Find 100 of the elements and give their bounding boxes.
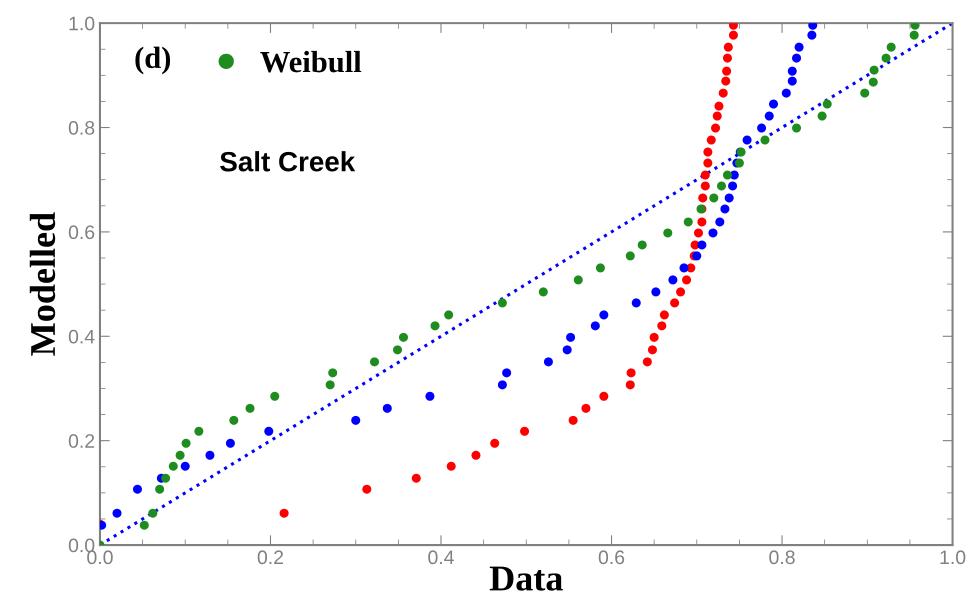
point [650,332,659,342]
point [718,88,728,98]
point [632,298,641,308]
point [112,508,122,518]
point [638,240,647,250]
point [351,416,360,425]
point [714,102,724,111]
point [626,380,635,390]
point [692,251,702,260]
point [568,416,578,425]
point [663,228,672,238]
point [709,193,718,202]
y-tick-label: 0.2 [68,434,94,448]
point [724,193,734,202]
point [742,136,752,145]
point [712,112,722,121]
point [205,450,214,460]
point [642,357,652,366]
point [155,484,164,494]
point [717,181,726,190]
y-tick-label: 0.6 [68,225,94,240]
point [581,404,590,413]
point [782,88,791,98]
point [393,345,402,354]
point [626,368,636,378]
point [599,392,608,401]
point [679,263,688,272]
point [868,78,878,87]
point [520,426,530,436]
point [764,112,774,121]
point [176,450,185,460]
point [370,357,379,366]
point [498,298,507,308]
point [194,426,204,436]
point [140,520,149,530]
point [229,416,238,425]
point [326,380,335,390]
point [703,148,712,157]
point [544,357,553,366]
point [132,484,142,494]
point [161,474,170,483]
point [711,124,720,133]
point [722,66,732,76]
point [697,217,706,226]
x-tick-label: 1.0 [940,550,966,564]
point [657,321,666,330]
point [722,54,732,63]
point [728,181,738,190]
point [870,66,879,75]
point [722,170,732,180]
point [703,158,712,168]
point [599,310,608,320]
point [697,240,706,250]
point [682,275,692,284]
point [757,124,766,133]
y-tick-label: 0.0 [68,538,94,552]
point [425,392,434,401]
point [706,136,716,145]
point [398,332,408,342]
point [734,158,744,168]
point [700,170,710,180]
point [721,76,730,86]
point [708,228,718,238]
point [574,275,583,284]
point [651,287,660,296]
point [226,438,235,448]
point [660,310,669,320]
point [648,345,657,354]
point [694,228,703,238]
point [412,474,421,483]
point [860,88,870,98]
point [910,30,919,40]
point [280,508,289,518]
point [446,462,456,471]
point [720,204,730,214]
point [180,462,190,471]
point [626,251,635,260]
point [148,508,158,518]
point [728,30,738,40]
point [246,404,255,413]
point [684,217,693,226]
annotation: (d) [135,46,170,74]
x-axis-title: Data [490,566,563,591]
point [882,54,891,63]
point [502,368,512,378]
point [698,193,708,202]
point [562,345,572,354]
point [886,42,896,52]
x-tick-label: 0.6 [598,550,624,564]
point [676,287,686,296]
point [715,217,724,226]
point [498,380,507,390]
point [590,321,600,330]
x-tick-label: 0.0 [87,550,113,564]
point [700,181,710,190]
point [760,136,770,145]
point [362,484,372,494]
point [794,42,804,52]
point [382,404,392,413]
point [792,54,802,63]
